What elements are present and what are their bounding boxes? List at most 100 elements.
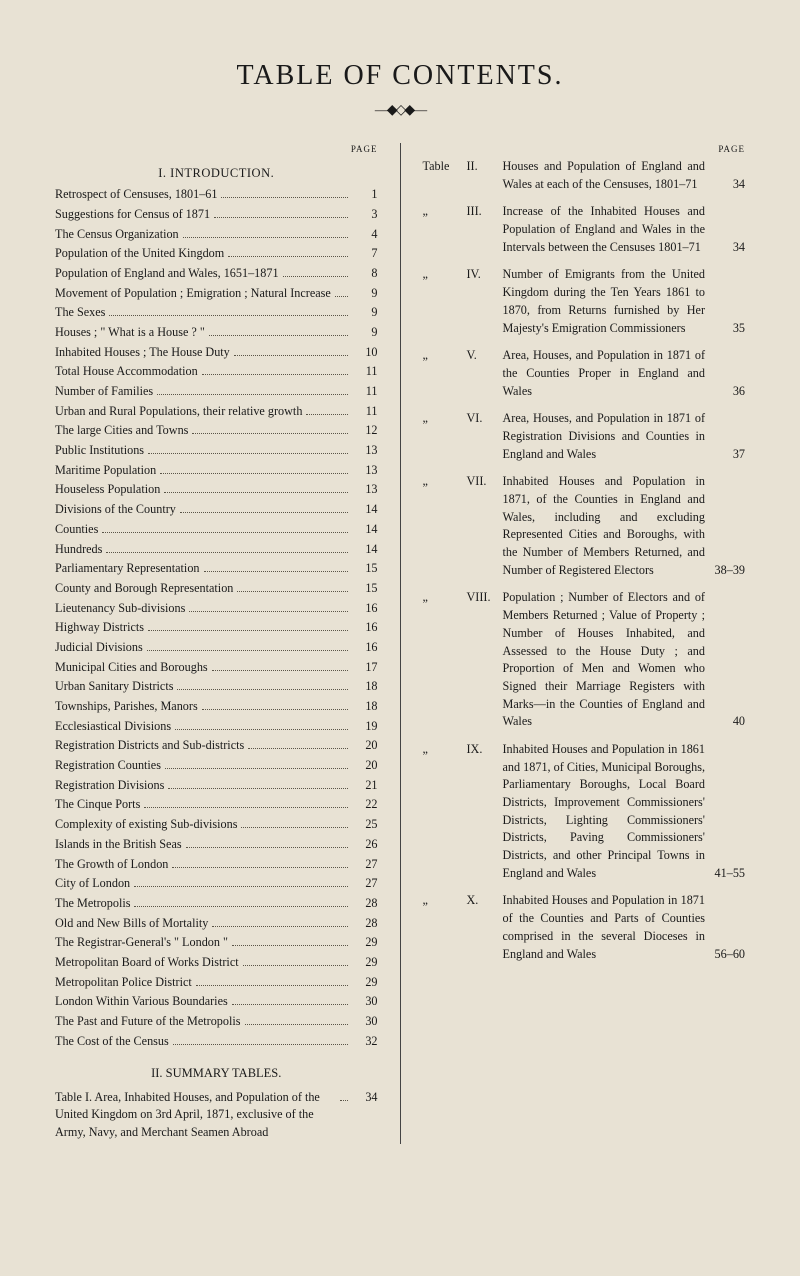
section-heading-summary-tables: II. SUMMARY TABLES. — [55, 1064, 378, 1082]
toc-row: Movement of Population ; Emigration ; Na… — [55, 285, 378, 303]
table-entry-page: 38–39 — [705, 562, 745, 580]
table-entry-page: 41–55 — [705, 865, 745, 883]
table-entry-table-label: „ — [423, 266, 467, 337]
toc-row-text: The Growth of London — [55, 856, 168, 874]
table-entry-page: 36 — [705, 383, 745, 401]
toc-row-text: Suggestions for Census of 1871 — [55, 206, 210, 224]
toc-row-text: Ecclesiastical Divisions — [55, 718, 171, 736]
table-i-text: Table I. Area, Inhabited Houses, and Pop… — [55, 1089, 336, 1142]
leader-dots — [144, 807, 347, 808]
toc-row-text: Parliamentary Representation — [55, 560, 200, 578]
table-entry-table-label: „ — [423, 741, 467, 883]
toc-row-page: 11 — [352, 383, 378, 401]
leader-dots — [212, 670, 348, 671]
leader-dots — [283, 276, 348, 277]
toc-row-text: Population of England and Wales, 1651–18… — [55, 265, 279, 283]
table-entry-text: Area, Houses, and Population in 1871 of … — [503, 410, 706, 463]
leader-dots — [306, 414, 347, 415]
toc-row: Population of England and Wales, 1651–18… — [55, 265, 378, 283]
toc-row: Registration Counties 20 — [55, 757, 378, 775]
toc-row-text: Movement of Population ; Emigration ; Na… — [55, 285, 331, 303]
toc-row: Houses ; " What is a House ? "9 — [55, 324, 378, 342]
section-heading-introduction: I. INTRODUCTION. — [55, 164, 378, 182]
table-entry-table-label: „ — [423, 473, 467, 579]
toc-row-text: Houses ; " What is a House ? " — [55, 324, 205, 342]
toc-row: Old and New Bills of Mortality28 — [55, 915, 378, 933]
table-entry: „V.Area, Houses, and Population in 1871 … — [423, 347, 746, 400]
toc-row: Total House Accommodation11 — [55, 363, 378, 381]
leader-dots — [180, 512, 348, 513]
leader-dots — [172, 867, 347, 868]
left-column: PAGE I. INTRODUCTION. Retrospect of Cens… — [55, 143, 378, 1144]
toc-row-page: 20 — [352, 757, 378, 775]
leader-dots — [241, 827, 347, 828]
table-entry-page: 56–60 — [705, 946, 745, 964]
toc-row: Divisions of the Country 14 — [55, 501, 378, 519]
table-entry-text: Population ; Number of Electors and of M… — [503, 589, 706, 731]
toc-row-text: Metropolitan Board of Works District — [55, 954, 239, 972]
toc-row: Metropolitan Police District29 — [55, 974, 378, 992]
toc-row-page: 9 — [352, 285, 378, 303]
leader-dots — [212, 926, 347, 927]
table-entry-text: Inhabited Houses and Population in 1871,… — [503, 473, 706, 579]
leader-dots — [204, 571, 348, 572]
toc-row-page: 1 — [352, 186, 378, 204]
toc-row-page: 14 — [352, 501, 378, 519]
table-entry: „X.Inhabited Houses and Population in 18… — [423, 892, 746, 963]
toc-row-text: Total House Accommodation — [55, 363, 198, 381]
leader-dots — [175, 729, 347, 730]
toc-row-text: Urban and Rural Populations, their relat… — [55, 403, 302, 421]
leader-dots — [221, 197, 347, 198]
table-entry: TableII.Houses and Population of England… — [423, 158, 746, 193]
toc-row: Highway Districts16 — [55, 619, 378, 637]
toc-row-text: Townships, Parishes, Manors — [55, 698, 198, 716]
toc-row-page: 18 — [352, 678, 378, 696]
toc-row-text: Lieutenancy Sub-divisions — [55, 600, 185, 618]
leader-dots — [202, 374, 348, 375]
toc-row: Lieutenancy Sub-divisions16 — [55, 600, 378, 618]
page-root: TABLE OF CONTENTS. —◆◇◆— PAGE I. INTRODU… — [0, 0, 800, 1276]
toc-row-text: Divisions of the Country — [55, 501, 176, 519]
leader-dots — [186, 847, 348, 848]
toc-row-page: 13 — [352, 442, 378, 460]
table-entry-text: Houses and Population of England and Wal… — [503, 158, 706, 193]
table-entry-number: X. — [467, 892, 503, 963]
toc-row-page: 26 — [352, 836, 378, 854]
toc-row-page: 30 — [352, 1013, 378, 1031]
table-entry-number: VI. — [467, 410, 503, 463]
page-label-right: PAGE — [423, 143, 746, 156]
table-entry: „IX.Inhabited Houses and Population in 1… — [423, 741, 746, 883]
toc-row: Ecclesiastical Divisions19 — [55, 718, 378, 736]
table-i-entry: Table I. Area, Inhabited Houses, and Pop… — [55, 1089, 378, 1142]
toc-row-page: 9 — [352, 304, 378, 322]
toc-row-text: Municipal Cities and Boroughs — [55, 659, 208, 677]
toc-row-page: 22 — [352, 796, 378, 814]
toc-row-page: 12 — [352, 422, 378, 440]
toc-row-page: 8 — [352, 265, 378, 283]
toc-row-page: 13 — [352, 481, 378, 499]
leader-dots — [165, 768, 348, 769]
right-entries-container: TableII.Houses and Population of England… — [423, 158, 746, 963]
toc-row-page: 15 — [352, 560, 378, 578]
leader-dots — [248, 748, 347, 749]
toc-row-page: 28 — [352, 895, 378, 913]
leader-dots — [209, 335, 348, 336]
toc-row: Judicial Divisions16 — [55, 639, 378, 657]
toc-row-text: Registration Counties — [55, 757, 161, 775]
column-divider — [400, 143, 401, 1144]
toc-row-page: 27 — [352, 875, 378, 893]
toc-row-page: 17 — [352, 659, 378, 677]
table-i-page: 34 — [352, 1089, 378, 1107]
table-entry-number: V. — [467, 347, 503, 400]
toc-row: Municipal Cities and Boroughs 17 — [55, 659, 378, 677]
table-entry-table-label: Table — [423, 158, 467, 193]
toc-row-page: 11 — [352, 403, 378, 421]
table-entry-page: 34 — [705, 176, 745, 194]
toc-row: Urban and Rural Populations, their relat… — [55, 403, 378, 421]
toc-row-page: 30 — [352, 993, 378, 1011]
toc-row-text: Islands in the British Seas — [55, 836, 182, 854]
table-entry: „IV.Number of Emigrants from the United … — [423, 266, 746, 337]
toc-row: Townships, Parishes, Manors18 — [55, 698, 378, 716]
toc-row-text: Registration Districts and Sub-districts — [55, 737, 244, 755]
toc-row-page: 14 — [352, 521, 378, 539]
